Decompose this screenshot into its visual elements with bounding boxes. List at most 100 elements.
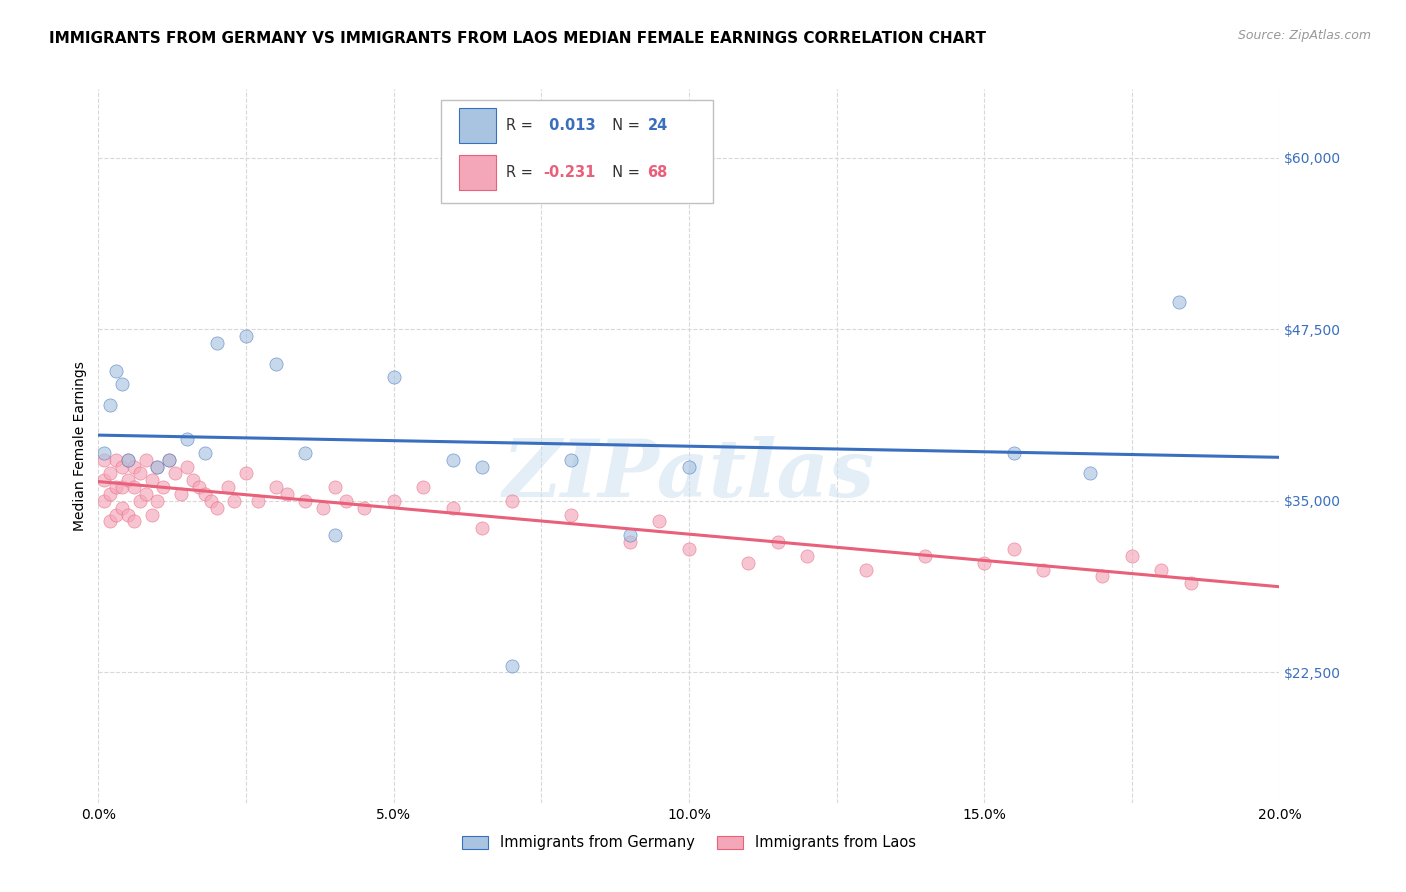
Text: 68: 68 xyxy=(648,165,668,179)
Point xyxy=(135,487,157,501)
Text: -0.231: -0.231 xyxy=(544,165,596,179)
Point xyxy=(412,480,434,494)
Point xyxy=(93,473,115,487)
Point xyxy=(914,549,936,563)
Point xyxy=(294,446,316,460)
Point xyxy=(441,500,464,515)
Point xyxy=(501,658,523,673)
Point xyxy=(1080,467,1102,481)
Point xyxy=(105,363,128,377)
Point xyxy=(382,494,405,508)
Point xyxy=(176,459,198,474)
Point xyxy=(246,494,269,508)
Point xyxy=(98,467,121,481)
Point xyxy=(157,452,180,467)
Point xyxy=(619,528,641,542)
Point xyxy=(335,494,357,508)
Point xyxy=(111,480,134,494)
Point xyxy=(796,549,818,563)
Point xyxy=(105,480,128,494)
Point xyxy=(93,452,115,467)
Text: 24: 24 xyxy=(648,119,668,134)
Point xyxy=(205,336,228,351)
Point xyxy=(122,480,145,494)
Point xyxy=(1180,576,1202,591)
Point xyxy=(170,487,193,501)
Point xyxy=(98,515,121,529)
Text: N =: N = xyxy=(603,119,644,134)
Point xyxy=(353,500,375,515)
Point xyxy=(98,487,121,501)
Legend: Immigrants from Germany, Immigrants from Laos: Immigrants from Germany, Immigrants from… xyxy=(457,830,921,856)
Point xyxy=(1168,294,1191,309)
Point xyxy=(194,446,217,460)
Point xyxy=(146,459,169,474)
Point xyxy=(323,528,346,542)
Point xyxy=(141,508,163,522)
Y-axis label: Median Female Earnings: Median Female Earnings xyxy=(73,361,87,531)
Point xyxy=(560,452,582,467)
Point xyxy=(117,508,139,522)
Point xyxy=(128,494,150,508)
Point xyxy=(264,480,287,494)
Point xyxy=(217,480,239,494)
Point xyxy=(105,452,128,467)
Point xyxy=(111,377,134,392)
FancyBboxPatch shape xyxy=(458,109,496,144)
Point xyxy=(441,452,464,467)
Point xyxy=(200,494,222,508)
Point xyxy=(678,541,700,556)
Point xyxy=(152,480,174,494)
Text: R =: R = xyxy=(506,165,537,179)
Point xyxy=(1091,569,1114,583)
Point xyxy=(128,467,150,481)
Point xyxy=(382,370,405,384)
Point xyxy=(141,473,163,487)
Point xyxy=(294,494,316,508)
Point xyxy=(146,494,169,508)
Text: IMMIGRANTS FROM GERMANY VS IMMIGRANTS FROM LAOS MEDIAN FEMALE EARNINGS CORRELATI: IMMIGRANTS FROM GERMANY VS IMMIGRANTS FR… xyxy=(49,31,986,46)
Text: ZIPatlas: ZIPatlas xyxy=(503,436,875,513)
Text: N =: N = xyxy=(603,165,644,179)
Point xyxy=(323,480,346,494)
Point xyxy=(98,398,121,412)
Point xyxy=(471,521,494,535)
FancyBboxPatch shape xyxy=(458,154,496,190)
Point xyxy=(501,494,523,508)
Point xyxy=(1150,562,1173,576)
Point xyxy=(194,487,217,501)
FancyBboxPatch shape xyxy=(441,100,713,203)
Point xyxy=(1032,562,1054,576)
Point xyxy=(105,508,128,522)
Point xyxy=(235,467,257,481)
Point xyxy=(187,480,209,494)
Point xyxy=(560,508,582,522)
Point xyxy=(117,452,139,467)
Point xyxy=(93,446,115,460)
Point xyxy=(117,473,139,487)
Point xyxy=(122,459,145,474)
Text: Source: ZipAtlas.com: Source: ZipAtlas.com xyxy=(1237,29,1371,42)
Point xyxy=(235,329,257,343)
Point xyxy=(1002,541,1025,556)
Point xyxy=(181,473,204,487)
Point xyxy=(135,452,157,467)
Point xyxy=(205,500,228,515)
Text: 0.013: 0.013 xyxy=(544,119,595,134)
Point xyxy=(146,459,169,474)
Point xyxy=(93,494,115,508)
Point xyxy=(678,459,700,474)
Point xyxy=(766,535,789,549)
Point xyxy=(276,487,298,501)
Point xyxy=(176,432,198,446)
Point xyxy=(471,459,494,474)
Point xyxy=(117,452,139,467)
Point xyxy=(973,556,995,570)
Point xyxy=(157,452,180,467)
Point xyxy=(312,500,335,515)
Point xyxy=(648,515,671,529)
Point xyxy=(111,500,134,515)
Point xyxy=(855,562,877,576)
Point xyxy=(264,357,287,371)
Point xyxy=(111,459,134,474)
